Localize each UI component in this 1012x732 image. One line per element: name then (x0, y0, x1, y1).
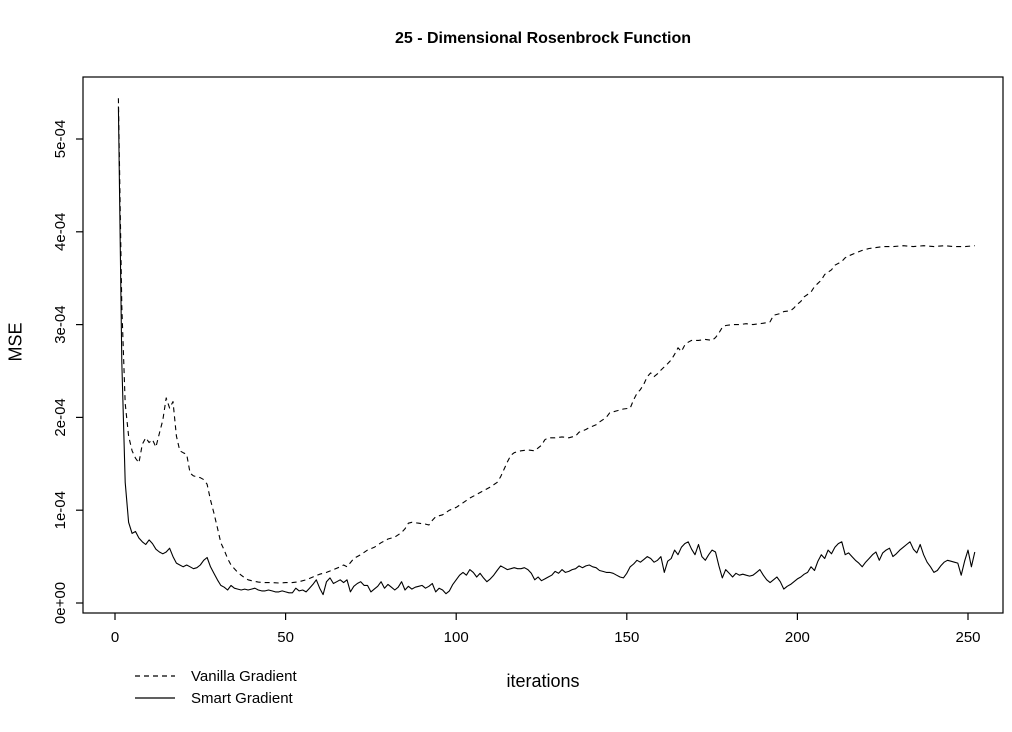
y-tick-label: 0e+00 (52, 582, 69, 624)
legend-item-smart-gradient: Smart Gradient (133, 687, 297, 709)
x-tick-label: 50 (277, 629, 294, 646)
x-axis-label: iterations (506, 671, 580, 691)
x-tick-label: 0 (111, 629, 119, 646)
x-tick-label: 250 (955, 629, 980, 646)
x-tick-label: 150 (614, 629, 639, 646)
plot-box (82, 76, 1004, 614)
solid-line-icon (135, 697, 175, 699)
y-tick-label: 2e-04 (52, 398, 69, 436)
legend-item-vanilla-gradient: Vanilla Gradient (133, 665, 297, 687)
vanilla-gradient-line (117, 98, 975, 584)
dashed-line-icon (135, 675, 175, 677)
legend-label-smart-gradient: Smart Gradient (191, 689, 293, 707)
chart-title: 25 - Dimensional Rosenbrock Function (394, 30, 692, 47)
x-tick-label: 200 (785, 629, 810, 646)
y-tick-label: 1e-04 (52, 491, 69, 529)
y-tick-label: 3e-04 (52, 305, 69, 343)
legend: Vanilla Gradient Smart Gradient (133, 665, 297, 709)
y-tick-label: 4e-04 (52, 213, 69, 251)
y-axis-label: MSE (5, 322, 26, 362)
y-tick-label: 5e-04 (52, 120, 69, 158)
smart-gradient-line (117, 106, 976, 596)
legend-label-vanilla-gradient: Vanilla Gradient (191, 667, 297, 685)
x-tick-label: 100 (444, 629, 469, 646)
